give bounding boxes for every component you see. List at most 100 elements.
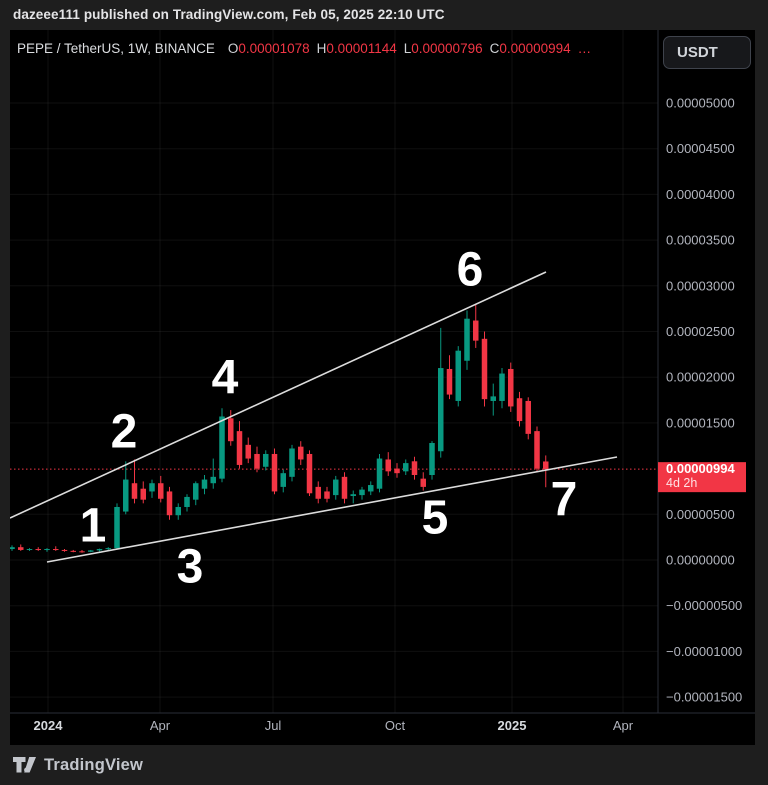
chart-panel: 1 2 3 4 5 6 7 0.00005000 0.00004500 0.00004000 0.0… bbox=[10, 30, 755, 745]
ohlc-open: O0.00001078 bbox=[227, 41, 310, 56]
candle-body bbox=[26, 549, 33, 551]
candle-body bbox=[228, 418, 234, 442]
candle-body bbox=[271, 453, 278, 492]
candle-body bbox=[254, 453, 260, 469]
candle-body bbox=[446, 368, 453, 395]
candle-body bbox=[236, 431, 243, 465]
candle-body bbox=[306, 453, 313, 494]
lower-wedge-line[interactable] bbox=[46, 456, 618, 563]
candle-body bbox=[61, 549, 68, 551]
price-tick-label[interactable]: −0.00000500 bbox=[666, 598, 742, 613]
price-tick-label[interactable]: 0.00002500 bbox=[666, 324, 735, 339]
candle-body bbox=[420, 478, 426, 487]
candle-body bbox=[473, 320, 479, 341]
candle-body bbox=[193, 483, 199, 500]
candle-body bbox=[403, 463, 409, 472]
tradingview-brand-text: TradingView bbox=[44, 755, 144, 774]
ohlc-close: C0.00000994 bbox=[489, 41, 571, 56]
candle-body bbox=[333, 479, 339, 496]
price-tick-label[interactable]: 0.00003500 bbox=[666, 233, 735, 248]
time-tick-label[interactable]: 2025 bbox=[498, 718, 527, 733]
candle-body bbox=[280, 473, 286, 487]
candle-body bbox=[210, 476, 216, 484]
candle-body bbox=[368, 485, 374, 492]
wave-label: 3 bbox=[177, 541, 204, 594]
wave-label: 4 bbox=[212, 352, 239, 405]
candle-body bbox=[481, 338, 488, 400]
candle-body bbox=[131, 483, 138, 499]
price-tick-label[interactable]: 0.00004500 bbox=[666, 141, 735, 156]
ohlc-ellipsis: … bbox=[577, 41, 592, 56]
candle-body bbox=[534, 431, 540, 469]
footer-bar: TradingView bbox=[0, 745, 768, 785]
ohlc-high: H0.00001144 bbox=[316, 41, 397, 56]
candle-body bbox=[219, 416, 225, 479]
candle-body bbox=[289, 448, 295, 477]
time-tick-label[interactable]: Oct bbox=[385, 718, 406, 733]
candle-body bbox=[35, 549, 41, 551]
price-tick-label[interactable]: −0.00001500 bbox=[666, 690, 742, 705]
candle-body bbox=[464, 318, 470, 361]
candle-body bbox=[140, 488, 146, 500]
candle-body bbox=[341, 476, 348, 499]
candle-body bbox=[394, 468, 400, 474]
candle-body bbox=[298, 446, 304, 460]
symbol-title[interactable]: PEPE / TetherUS, 1W, BINANCE bbox=[17, 41, 215, 56]
publish-header: dazeee111 published on TradingView.com, … bbox=[0, 0, 768, 30]
candle-body bbox=[499, 373, 505, 401]
price-tick-label[interactable]: 0.00000000 bbox=[666, 553, 735, 568]
ohlc-low: L0.00000796 bbox=[403, 41, 483, 56]
candle-body bbox=[350, 494, 356, 497]
time-tick-label[interactable]: 2024 bbox=[34, 718, 64, 733]
publish-text: dazeee111 published on TradingView.com, … bbox=[13, 7, 445, 22]
last-price-badge bbox=[658, 462, 746, 493]
price-tick-label[interactable]: 0.00000500 bbox=[666, 507, 735, 522]
price-tick-label[interactable]: 0.00001500 bbox=[666, 415, 735, 430]
wave-label: 2 bbox=[111, 406, 138, 459]
price-chart[interactable]: 12 3 4 5 6 7 0.00005000 0.00004500 0.00004000 0.0… bbox=[10, 30, 755, 745]
candle-body bbox=[123, 479, 129, 512]
candle-body bbox=[18, 547, 24, 550]
candle-body bbox=[53, 549, 59, 551]
candle-body bbox=[79, 551, 85, 553]
candle-body bbox=[245, 444, 251, 459]
time-tick-label[interactable]: Apr bbox=[613, 718, 634, 733]
last-price-value: 0.00000994 bbox=[666, 461, 735, 476]
price-tick-label[interactable]: 0.00004000 bbox=[666, 187, 735, 202]
bar-countdown: 4d 2h bbox=[666, 476, 697, 490]
candle-body bbox=[166, 491, 173, 516]
candle-body bbox=[508, 368, 514, 407]
price-tick-label[interactable]: −0.00001000 bbox=[666, 644, 742, 659]
candle-body bbox=[44, 549, 50, 551]
upper-wedge-line[interactable] bbox=[10, 271, 547, 519]
candle-body bbox=[88, 550, 94, 552]
candle-body bbox=[10, 547, 15, 550]
candle-body bbox=[149, 483, 155, 492]
candle-body bbox=[490, 396, 496, 401]
candle-body bbox=[315, 486, 321, 499]
wave-label: 6 bbox=[457, 244, 484, 297]
candle-body bbox=[175, 506, 181, 516]
price-tick-label[interactable]: 0.00002000 bbox=[666, 370, 735, 385]
wave-label: 7 bbox=[551, 474, 578, 527]
candle-body bbox=[543, 461, 549, 470]
price-tick-label[interactable]: 0.00005000 bbox=[666, 96, 735, 111]
candle-body bbox=[158, 483, 164, 499]
symbol-legend[interactable]: PEPE / TetherUS, 1W, BINANCE O0.00001078… bbox=[17, 41, 591, 56]
time-tick-label[interactable]: Apr bbox=[150, 718, 171, 733]
candle-body bbox=[525, 400, 531, 434]
candle-body bbox=[455, 350, 461, 401]
candle-body bbox=[114, 506, 120, 549]
price-tick-label[interactable]: 0.00003000 bbox=[666, 278, 735, 293]
wave-label: 1 bbox=[80, 500, 107, 553]
time-tick-label[interactable]: Jul bbox=[265, 718, 282, 733]
currency-toggle-button[interactable]: USDT bbox=[663, 36, 751, 69]
candle-body bbox=[201, 479, 208, 489]
candle-body bbox=[438, 368, 444, 452]
candle-body bbox=[411, 461, 418, 475]
candle-body bbox=[429, 443, 435, 475]
candle-body bbox=[359, 489, 365, 496]
candle-body bbox=[184, 496, 190, 507]
candle-body bbox=[516, 398, 523, 422]
